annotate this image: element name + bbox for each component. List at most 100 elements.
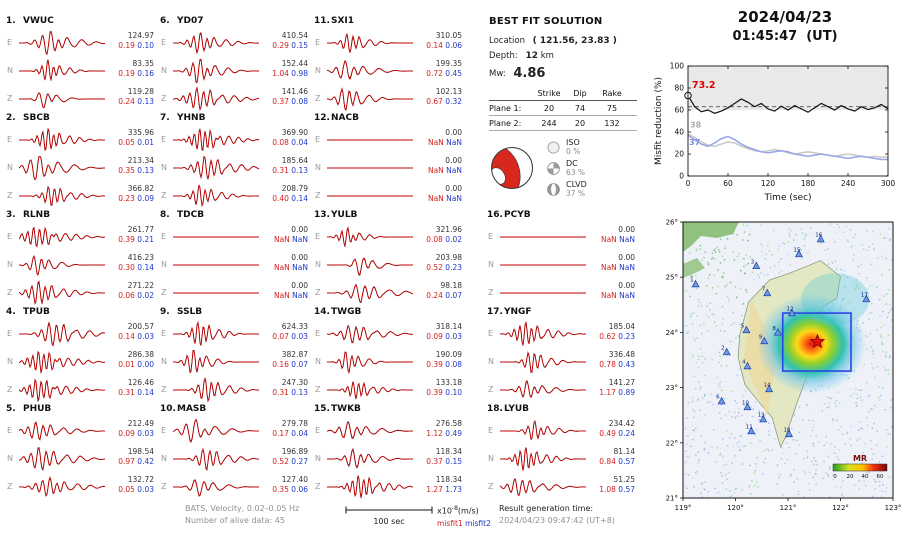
svg-text:60: 60 [723, 179, 733, 188]
waveform-trace [19, 30, 105, 56]
waveform-trace [19, 321, 105, 347]
map-station-triangle-icon [773, 328, 782, 336]
trace-values: 132.72 0.05 0.03 [118, 475, 154, 494]
component-label: Z [7, 482, 13, 491]
map-station-triangle-icon [763, 288, 772, 297]
component-row: N 0.00 NaN NaN [314, 154, 464, 182]
mw-value: 4.86 [513, 66, 546, 81]
svg-text:37: 37 [689, 138, 700, 147]
waveform-trace [19, 226, 105, 248]
svg-text:73.2: 73.2 [692, 80, 715, 91]
filter-info: BATS, Velocity, 0.02–0.05 Hz [185, 504, 300, 513]
epicenter-star-icon [809, 333, 826, 349]
svg-text:0: 0 [833, 474, 837, 480]
svg-text:120°: 120° [727, 504, 744, 512]
trace-values: 213.34 0.35 0.13 [118, 156, 154, 175]
alive-data-count: Number of alive data: 45 [185, 516, 285, 525]
component-label: E [161, 426, 167, 435]
component-label: E [7, 232, 13, 241]
svg-text:240: 240 [841, 179, 856, 188]
mechanism-row: ISO 0 % DC 63 % [489, 138, 647, 198]
svg-text:22°: 22° [666, 439, 678, 447]
trace-values: 0.00 NaN NaN [600, 281, 635, 300]
waveform-trace [19, 92, 105, 109]
station-title: 3. RLNB [6, 210, 51, 220]
waveform-trace [500, 321, 586, 346]
station-block-masb: 10.MASB E 279.78 0.17 0.04 N 196.89 0.52 0.27 Z… [160, 404, 310, 501]
component-label: N [161, 66, 167, 75]
component-row: Z 208.79 0.40 0.14 [160, 182, 310, 210]
svg-text:21°: 21° [666, 495, 678, 503]
component-label: Z [161, 94, 167, 103]
station-title: 15.TWKB [314, 404, 361, 414]
station-title: 12.NACB [314, 113, 359, 123]
result-time-label: Result generation time: [499, 504, 594, 513]
svg-text:18: 18 [784, 427, 791, 433]
component-row: N 416.23 0.30 0.14 [6, 251, 156, 279]
trace-values: 247.30 0.31 0.13 [272, 378, 308, 397]
waveform-trace [173, 377, 259, 403]
component-row: N 196.89 0.52 0.27 [160, 445, 310, 473]
component-row: N 213.34 0.35 0.13 [6, 154, 156, 182]
trace-values: 190.09 0.39 0.08 [426, 350, 462, 369]
waveform-trace [500, 447, 586, 471]
trace-values: 98.18 0.24 0.07 [426, 281, 462, 300]
moment-decomposition: ISO 0 % DC 63 % [547, 138, 587, 198]
amplitude-unit: x10-8(m/s) [437, 505, 479, 516]
misfit-legend: misfit1 misfit2 [437, 518, 491, 528]
waveform-trace [500, 350, 586, 374]
dc-beachball-icon [547, 161, 560, 175]
svg-text:1: 1 [690, 278, 694, 284]
svg-text:40: 40 [674, 128, 684, 137]
component-row: Z 98.18 0.24 0.07 [314, 279, 464, 307]
trace-values: 126.46 0.31 0.14 [118, 378, 154, 397]
component-row: Z 0.00 NaN NaN [487, 279, 637, 307]
svg-text:26°: 26° [666, 219, 678, 227]
trace-values: 118.34 1.27 1.73 [426, 475, 462, 494]
svg-text:16: 16 [815, 233, 822, 239]
trace-values: 199.35 0.72 0.45 [426, 59, 462, 78]
component-label: N [315, 66, 321, 75]
component-label: Z [161, 482, 167, 491]
trace-values: 366.82 0.23 0.09 [118, 184, 154, 203]
map-station-triangle-icon [752, 261, 761, 270]
svg-text:80: 80 [674, 84, 684, 93]
component-row: E 369.90 0.08 0.04 [160, 126, 310, 154]
plane-2-row: Plane 2: 244 20 132 [489, 116, 637, 131]
component-label: Z [315, 288, 321, 297]
trace-values: 286.38 0.01 0.00 [118, 350, 154, 369]
trace-values: 369.90 0.08 0.04 [272, 128, 308, 147]
trace-values: 118.34 0.37 0.15 [426, 447, 462, 466]
waveform-trace [173, 479, 259, 497]
waveform-trace [327, 32, 413, 53]
component-label: N [7, 260, 13, 269]
component-label: Z [315, 385, 321, 394]
svg-text:120: 120 [761, 179, 776, 188]
component-label: N [315, 163, 321, 172]
trace-values: 0.00 NaN NaN [273, 253, 308, 272]
component-row: E 261.77 0.39 0.21 [6, 223, 156, 251]
station-title: 11.SXI1 [314, 16, 355, 26]
component-label: N [488, 357, 494, 366]
waveform-trace [173, 58, 259, 84]
component-row: N 152.44 1.04 0.98 [160, 57, 310, 85]
best-fit-solution-panel: BEST FIT SOLUTION Location ( 121.56, 23.… [489, 16, 647, 212]
trace-values: 0.00 NaN NaN [427, 128, 462, 147]
trace-values: 0.00 NaN NaN [427, 184, 462, 203]
component-label: Z [488, 385, 494, 394]
component-label: Z [315, 94, 321, 103]
component-label: E [488, 329, 494, 338]
waveform-trace [19, 59, 105, 81]
map-station-triangle-icon [794, 249, 803, 258]
component-label: E [488, 426, 494, 435]
svg-text:Time (sec): Time (sec) [763, 193, 811, 203]
mw-label: Mw: [489, 69, 506, 79]
trace-values: 0.00 NaN NaN [600, 253, 635, 272]
component-label: E [161, 329, 167, 338]
svg-text:0: 0 [686, 179, 691, 188]
component-row: N 203.98 0.52 0.23 [314, 251, 464, 279]
component-row: N 199.35 0.72 0.45 [314, 57, 464, 85]
component-row: Z 118.34 1.27 1.73 [314, 473, 464, 501]
